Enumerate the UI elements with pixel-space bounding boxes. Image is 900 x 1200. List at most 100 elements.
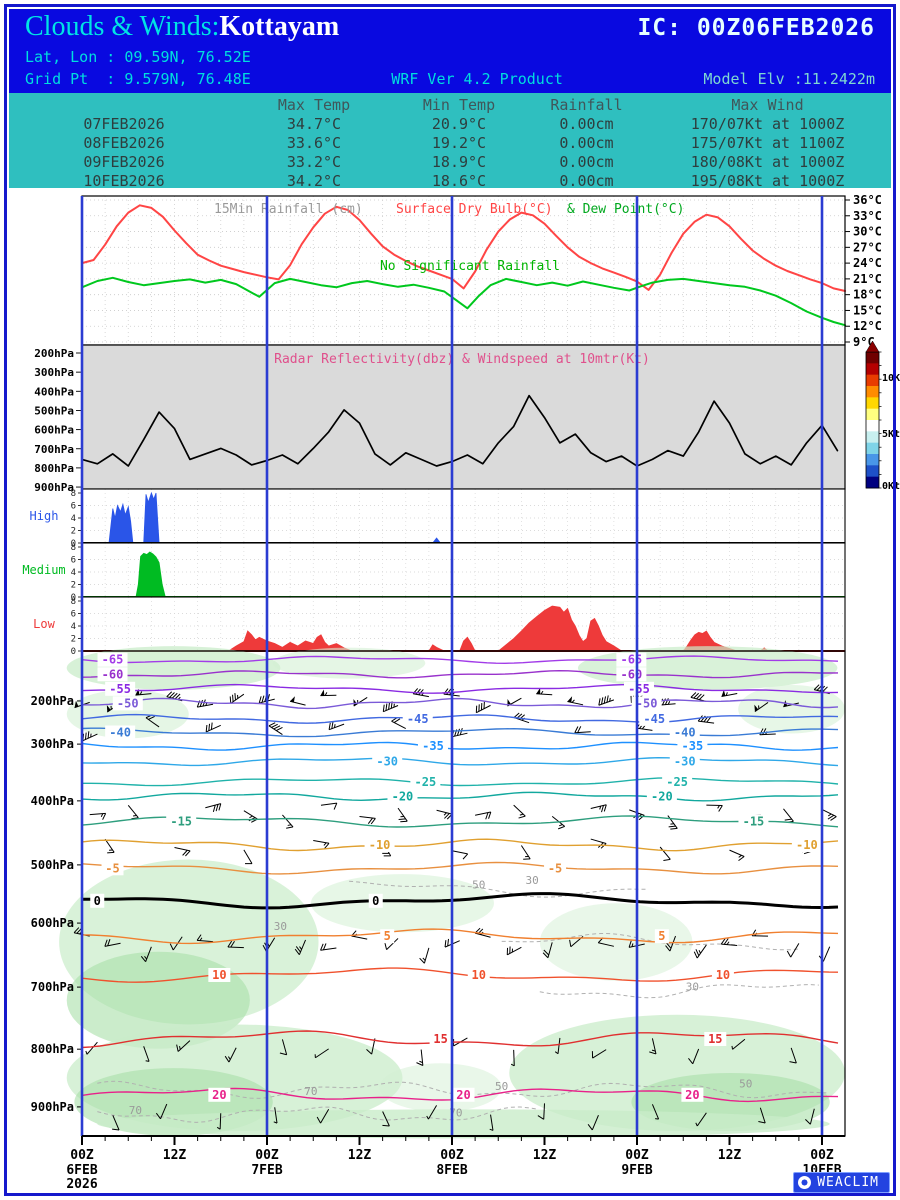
svg-text:00Z: 00Z: [810, 1148, 834, 1163]
svg-text:6: 6: [71, 610, 76, 620]
table-row: 07FEB2026 34.7°C 20.9°C 0.00cm 170/07Kt at 1…: [9, 115, 891, 134]
svg-text:0: 0: [71, 593, 76, 603]
svg-text:700hPa: 700hPa: [34, 443, 74, 456]
svg-text:0: 0: [71, 647, 76, 657]
svg-text:4: 4: [71, 622, 76, 632]
svg-text:0: 0: [94, 894, 101, 908]
svg-text:0Kt: 0Kt: [882, 481, 900, 492]
svg-text:8FEB: 8FEB: [436, 1163, 467, 1178]
svg-text:33°C: 33°C: [853, 209, 882, 223]
table-cell: 0.00cm: [559, 115, 614, 133]
svg-text:00Z: 00Z: [440, 1148, 464, 1163]
svg-text:Low: Low: [33, 617, 55, 631]
svg-text:400hPa: 400hPa: [31, 794, 74, 808]
table-row: 10FEB2026 34.2°C 18.6°C 0.00cm 195/08Kt at 1…: [9, 172, 891, 191]
svg-text:& Dew Point(°C): & Dew Point(°C): [567, 202, 684, 217]
table-cell: 07FEB2026: [83, 115, 165, 133]
svg-text:12Z: 12Z: [718, 1148, 742, 1163]
svg-text:20: 20: [456, 1088, 470, 1102]
svg-text:-15: -15: [743, 815, 765, 829]
table-cell: 08FEB2026: [83, 134, 165, 152]
initial-condition: IC: 00Z06FEB2026: [637, 15, 875, 41]
header: Clouds & Winds:Kottayam IC: 00Z06FEB2026…: [9, 9, 891, 93]
svg-text:27°C: 27°C: [853, 240, 882, 254]
svg-text:No Significant Rainfall: No Significant Rainfall: [380, 259, 560, 274]
table-cell: 19.2°C: [431, 134, 487, 152]
svg-text:12Z: 12Z: [348, 1148, 372, 1163]
table-cell: 195/08Kt at 1000Z: [690, 172, 845, 190]
svg-text:2: 2: [71, 581, 76, 591]
table-column-header: Rainfall: [550, 96, 623, 114]
svg-text:600hPa: 600hPa: [34, 424, 74, 437]
svg-text:Radar Reflectivity(dbz) & Wind: Radar Reflectivity(dbz) & Windspeed at 1…: [274, 352, 650, 367]
svg-text:300hPa: 300hPa: [31, 737, 74, 751]
svg-text:36°C: 36°C: [853, 193, 882, 207]
svg-text:4: 4: [71, 514, 76, 524]
table-cell: 170/07Kt at 1000Z: [690, 115, 845, 133]
weaclim-badge: WEACLIM: [793, 1172, 890, 1193]
table-cell: 18.6°C: [431, 172, 487, 190]
svg-text:8: 8: [71, 543, 76, 553]
temperature-contours: -65 -65-60 -60-55 -55-50 -50-45 -45-40 -40-35-…: [81, 652, 839, 1103]
svg-text:5Kt: 5Kt: [882, 429, 900, 440]
svg-text:400hPa: 400hPa: [34, 385, 74, 398]
svg-text:-60: -60: [621, 667, 643, 681]
radar-wind-panel: Radar Reflectivity(dbz) & Windspeed at 1…: [34, 344, 846, 494]
svg-text:300hPa: 300hPa: [34, 366, 74, 379]
svg-text:Medium: Medium: [22, 563, 65, 577]
model-elevation: Model Elv :11.2422m: [703, 70, 875, 88]
windspeed-colorbar: 10Kt 5Kt 0Kt: [865, 340, 900, 492]
svg-text:10Kt: 10Kt: [882, 373, 900, 384]
svg-text:-5: -5: [548, 861, 562, 875]
table-row: 08FEB2026 33.6°C 19.2°C 0.00cm 175/07Kt at 1…: [9, 134, 891, 153]
svg-text:-10: -10: [796, 838, 818, 852]
weaclim-label: WEACLIM: [817, 1175, 879, 1190]
lat-lon: Lat, Lon : 09.59N, 76.52E: [25, 48, 251, 66]
grid-point: Grid Pt : 9.579N, 76.48E: [25, 70, 251, 88]
svg-text:-35: -35: [682, 739, 704, 753]
svg-text:0: 0: [71, 539, 76, 549]
svg-text:30: 30: [686, 981, 699, 994]
svg-text:00Z: 00Z: [70, 1148, 94, 1163]
svg-text:4: 4: [71, 568, 76, 578]
svg-text:2: 2: [71, 635, 76, 645]
page-title: Clouds & Winds:Kottayam: [25, 11, 339, 43]
svg-text:-35: -35: [422, 739, 444, 753]
svg-text:200hPa: 200hPa: [31, 694, 74, 708]
table-cell: 09FEB2026: [83, 153, 165, 171]
svg-text:High: High: [30, 509, 59, 523]
svg-text:0: 0: [372, 894, 379, 908]
svg-text:-45: -45: [643, 712, 665, 726]
weaclim-logo-icon: [798, 1176, 812, 1189]
svg-text:21°C: 21°C: [853, 272, 882, 286]
svg-text:-15: -15: [170, 815, 192, 829]
forecast-summary-table: Max Temp Min Temp Rainfall Max Wind 07FEB202…: [9, 93, 891, 191]
svg-text:-30: -30: [674, 755, 696, 769]
svg-text:-65: -65: [621, 653, 643, 667]
svg-text:-30: -30: [376, 755, 398, 769]
svg-text:2: 2: [71, 527, 76, 537]
table-cell: 175/07Kt at 1100Z: [690, 134, 845, 152]
svg-text:-20: -20: [651, 790, 673, 804]
table-cell: 33.2°C: [286, 153, 342, 171]
svg-text:800hPa: 800hPa: [34, 462, 74, 475]
day-boundary-lines: [80, 196, 824, 1136]
table-column-header: Max Wind: [731, 96, 804, 114]
svg-text:-55: -55: [628, 682, 650, 696]
svg-text:18°C: 18°C: [853, 288, 882, 302]
svg-text:30°C: 30°C: [853, 225, 882, 239]
svg-text:6: 6: [71, 502, 76, 512]
svg-text:900hPa: 900hPa: [31, 1100, 74, 1114]
svg-text:6FEB: 6FEB: [66, 1163, 97, 1178]
wrf-version: WRF Ver 4.2 Product: [391, 70, 563, 88]
svg-text:10: 10: [212, 968, 226, 982]
table-cell: 10FEB2026: [83, 172, 165, 190]
cloud-cover-panel: 0 2 4 6 8 High 0 2 4 6 8 Medium 0 2 4 6 8 Low: [22, 488, 846, 657]
svg-text:9FEB: 9FEB: [621, 1163, 652, 1178]
svg-text:-55: -55: [109, 682, 131, 696]
svg-text:-25: -25: [666, 775, 688, 789]
svg-text:12Z: 12Z: [533, 1148, 557, 1163]
svg-text:900hPa: 900hPa: [34, 481, 74, 494]
